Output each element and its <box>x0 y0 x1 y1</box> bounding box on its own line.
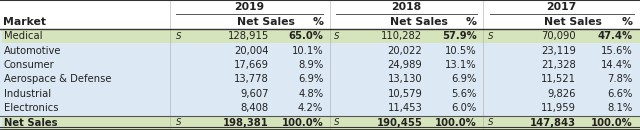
Text: Automotive: Automotive <box>4 46 61 56</box>
Text: 11,959: 11,959 <box>541 103 576 113</box>
Text: 100.0%: 100.0% <box>282 118 323 128</box>
Text: 10.5%: 10.5% <box>445 46 477 56</box>
Text: 2017: 2017 <box>547 2 577 11</box>
Text: 8.9%: 8.9% <box>298 60 323 70</box>
Text: 198,381: 198,381 <box>223 118 269 128</box>
Text: 100.0%: 100.0% <box>591 118 632 128</box>
Text: 11,521: 11,521 <box>541 74 576 84</box>
Text: 70,090: 70,090 <box>541 31 576 41</box>
Text: 6.9%: 6.9% <box>298 74 323 84</box>
Text: 21,328: 21,328 <box>541 60 576 70</box>
Text: Consumer: Consumer <box>4 60 54 70</box>
Text: Industrial: Industrial <box>4 89 51 99</box>
Text: S: S <box>488 118 493 127</box>
Text: 147,843: 147,843 <box>530 118 576 128</box>
Text: Electronics: Electronics <box>4 103 58 113</box>
Text: 24,989: 24,989 <box>388 60 422 70</box>
Text: Net Sales: Net Sales <box>4 118 58 128</box>
Text: 13.1%: 13.1% <box>445 60 477 70</box>
Text: Aerospace & Defense: Aerospace & Defense <box>4 74 111 84</box>
Text: Net Sales: Net Sales <box>544 17 602 27</box>
Text: 100.0%: 100.0% <box>435 118 477 128</box>
Text: 57.9%: 57.9% <box>442 31 477 41</box>
Text: S: S <box>334 118 340 127</box>
Text: 8,408: 8,408 <box>241 103 269 113</box>
Text: 23,119: 23,119 <box>541 46 576 56</box>
Text: 6.0%: 6.0% <box>452 103 477 113</box>
Text: 20,022: 20,022 <box>388 46 422 56</box>
Text: 10.1%: 10.1% <box>292 46 323 56</box>
Text: 190,455: 190,455 <box>376 118 422 128</box>
Text: %: % <box>621 17 632 27</box>
Text: 9,826: 9,826 <box>547 89 576 99</box>
Text: S: S <box>176 32 182 41</box>
Text: 47.4%: 47.4% <box>597 31 632 41</box>
Text: 13,130: 13,130 <box>388 74 422 84</box>
Text: 7.8%: 7.8% <box>607 74 632 84</box>
Text: 110,282: 110,282 <box>381 31 422 41</box>
Text: 9,607: 9,607 <box>240 89 269 99</box>
Text: Net Sales: Net Sales <box>390 17 448 27</box>
Text: 15.6%: 15.6% <box>600 46 632 56</box>
Text: %: % <box>466 17 477 27</box>
Text: 6.9%: 6.9% <box>451 74 477 84</box>
Text: 17,669: 17,669 <box>234 60 269 70</box>
Text: 128,915: 128,915 <box>228 31 269 41</box>
Text: S: S <box>176 118 182 127</box>
Text: S: S <box>488 32 493 41</box>
Text: 11,453: 11,453 <box>388 103 422 113</box>
Text: %: % <box>312 17 323 27</box>
Text: Market: Market <box>3 17 46 27</box>
Text: 8.1%: 8.1% <box>607 103 632 113</box>
Text: 6.6%: 6.6% <box>607 89 632 99</box>
Text: 5.6%: 5.6% <box>451 89 477 99</box>
Text: 2019: 2019 <box>234 2 265 11</box>
Text: S: S <box>334 32 340 41</box>
Text: 20,004: 20,004 <box>234 46 269 56</box>
Text: 14.4%: 14.4% <box>601 60 632 70</box>
Text: 65.0%: 65.0% <box>289 31 323 41</box>
Text: Medical: Medical <box>4 31 42 41</box>
Text: Net Sales: Net Sales <box>237 17 294 27</box>
Text: 10,579: 10,579 <box>388 89 422 99</box>
Text: 13,778: 13,778 <box>234 74 269 84</box>
Text: 4.8%: 4.8% <box>298 89 323 99</box>
Text: 2018: 2018 <box>391 2 422 11</box>
Text: 4.2%: 4.2% <box>298 103 323 113</box>
